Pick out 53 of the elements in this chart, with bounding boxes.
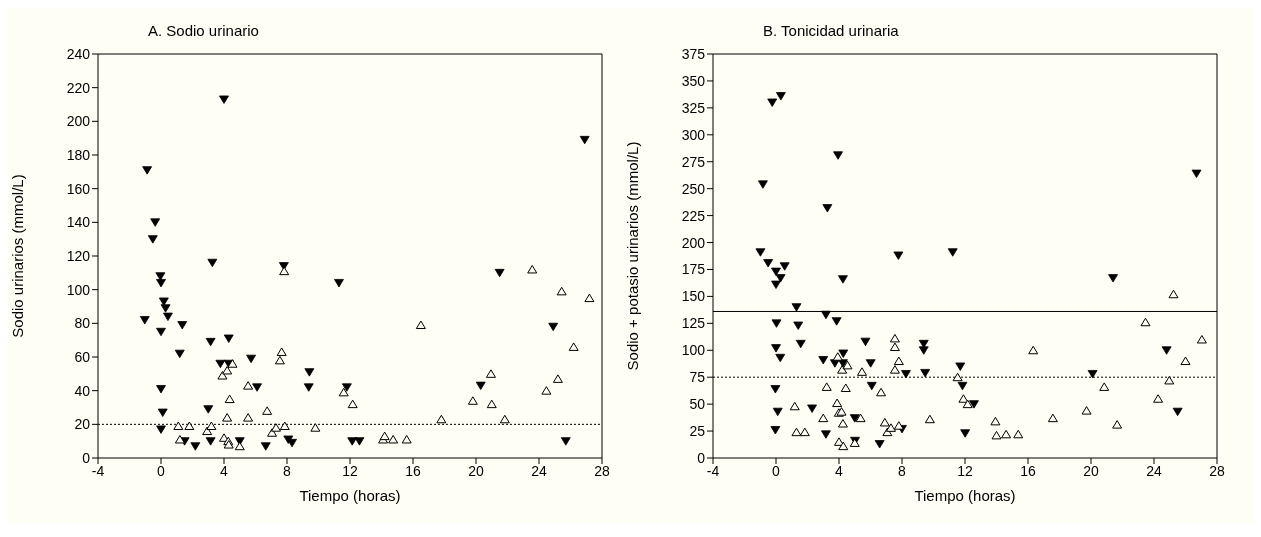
y-tick-label: 325 (681, 99, 706, 116)
x-tick-label: 20 (468, 462, 484, 479)
y-tick-label: 25 (689, 423, 706, 440)
y-tick-label: 250 (681, 180, 706, 197)
x-tick-label: 0 (772, 462, 781, 479)
y-tick-label: 150 (681, 288, 706, 305)
x-tick-label: 4 (835, 462, 844, 479)
x-tick-label: 0 (157, 462, 166, 479)
y-tick-label: 75 (689, 369, 706, 386)
x-tick-label: 4 (220, 462, 229, 479)
x-axis-title: Tiempo (horas) (299, 487, 401, 504)
y-tick-label: 175 (681, 261, 706, 278)
chart-title: A. Sodio urinario (148, 22, 259, 39)
x-tick-label: 8 (283, 462, 292, 479)
x-tick-label: -4 (91, 462, 105, 479)
y-tick-label: 20 (74, 416, 91, 433)
y-tick-label: 100 (681, 342, 706, 359)
y-tick-label: 125 (681, 315, 706, 332)
y-tick-label: 0 (82, 449, 91, 466)
x-tick-label: 12 (342, 462, 358, 479)
y-tick-label: 375 (681, 45, 706, 62)
y-tick-label: 80 (74, 315, 91, 332)
y-tick-label: 100 (66, 281, 91, 298)
x-tick-label: 12 (957, 462, 973, 479)
y-tick-label: 300 (681, 126, 706, 143)
x-tick-label: 24 (531, 462, 547, 479)
x-tick-label: 24 (1146, 462, 1162, 479)
chart-title: B. Tonicidad urinaria (763, 22, 899, 39)
y-axis-title: Sodio + potasio urinarios (mmol/L) (624, 141, 642, 371)
y-tick-label: 275 (681, 153, 706, 170)
y-tick-label: 240 (66, 45, 91, 62)
y-axis-title: Sodio urinarios (mmol/L) (9, 174, 27, 338)
x-tick-label: 28 (594, 462, 610, 479)
y-tick-label: 180 (66, 146, 91, 163)
y-tick-label: 50 (689, 396, 706, 413)
y-tick-label: 140 (66, 214, 91, 231)
x-tick-label: 20 (1083, 462, 1099, 479)
y-tick-label: 200 (66, 113, 91, 130)
y-tick-label: 220 (66, 79, 91, 96)
y-tick-label: 0 (697, 449, 706, 466)
y-tick-label: 225 (681, 207, 706, 224)
x-tick-label: -4 (706, 462, 720, 479)
x-tick-label: 28 (1209, 462, 1225, 479)
x-tick-label: 8 (898, 462, 907, 479)
x-tick-label: 16 (405, 462, 421, 479)
y-tick-label: 350 (681, 72, 706, 89)
y-tick-label: 40 (74, 382, 91, 399)
x-axis-title: Tiempo (horas) (914, 487, 1016, 504)
y-tick-label: 200 (681, 234, 706, 251)
y-tick-label: 60 (74, 348, 91, 365)
y-tick-label: 120 (66, 247, 91, 264)
x-tick-label: 16 (1020, 462, 1036, 479)
y-tick-label: 160 (66, 180, 91, 197)
